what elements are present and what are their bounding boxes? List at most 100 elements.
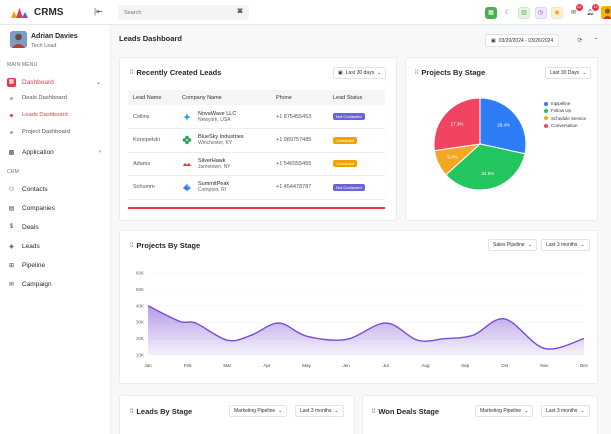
- crms-logo-icon: [10, 7, 29, 19]
- table-row[interactable]: Schumm SummitPeak Compton, RI +1 4544787…: [128, 175, 385, 200]
- legend-item[interactable]: Conversation: [544, 122, 586, 129]
- drag-handle-icon[interactable]: ⁞⁞: [415, 69, 419, 76]
- user-card[interactable]: Adrian Davies Tech Lead: [10, 31, 106, 53]
- alerts-badge: 12: [592, 3, 599, 11]
- header-actions: ▦ ☾ ▥ ◷ ◉ ✉ 14 🔔︎ 12: [485, 3, 611, 19]
- phone: +1 989757485: [271, 128, 328, 153]
- legend-item[interactable]: Follow Up: [544, 107, 586, 114]
- y-tick-label: 60K: [136, 271, 144, 276]
- series-line[interactable]: [147, 305, 585, 350]
- grid-icon[interactable]: ▦: [485, 6, 497, 19]
- sidebar-item-pipeline[interactable]: ⊞ Pipeline: [7, 259, 103, 271]
- recent-leads-filter[interactable]: ▣ Last 30 days ⌄: [333, 67, 387, 79]
- x-tick-label: Jun: [343, 363, 351, 368]
- legend-swatch: [544, 116, 548, 121]
- collapse-up-icon[interactable]: ⌃: [593, 38, 599, 44]
- filter-value: Marketing Pipeline: [234, 408, 276, 414]
- sidebar-item-leads[interactable]: ◈ Leads: [7, 240, 103, 252]
- sidebar-subitem-deals-dashboard[interactable]: Deals Dashboard: [10, 95, 67, 101]
- search-input[interactable]: [124, 8, 224, 17]
- sidebar-item-campaign[interactable]: ✉ Campaign: [7, 278, 103, 290]
- sidebar-item-contacts[interactable]: ⚇ Contacts: [7, 183, 103, 195]
- apps-icon[interactable]: ▥: [518, 6, 530, 19]
- recent-leads-table: Lead Name Company Name Phone Lead Status…: [128, 90, 385, 200]
- application-icon: ▩: [8, 149, 15, 156]
- card-title-text: Projects By Stage: [421, 68, 486, 77]
- status-badge: Contacted: [333, 160, 358, 168]
- brand[interactable]: CRMS: [10, 5, 63, 20]
- drag-handle-icon[interactable]: ⁞⁞: [130, 242, 134, 249]
- pie-slice[interactable]: [445, 143, 526, 191]
- range-filter[interactable]: Last 3 months ⌄: [541, 405, 590, 417]
- sidebar-item-deals[interactable]: $ Deals: [7, 221, 103, 233]
- legend-label: Inpipeline: [551, 101, 571, 107]
- y-tick-label: 10K: [136, 353, 144, 358]
- chevron-down-icon: ⌄: [582, 70, 587, 76]
- company-name: SummitPeak: [198, 181, 230, 188]
- refresh-icon[interactable]: ⟳: [577, 38, 583, 44]
- sidebar-item-dashboard[interactable]: ▦ Dashboard ⌄: [7, 76, 103, 88]
- table-row[interactable]: Adams SilverHawk Jametown, NY +1 5465554…: [128, 152, 385, 176]
- command-key-icon: ⌘: [237, 9, 243, 15]
- sidebar-item-application[interactable]: ▩ Application ›: [7, 146, 103, 158]
- drag-handle-icon[interactable]: ⁞⁞: [372, 408, 376, 415]
- range-filter[interactable]: Last 3 months ⌄: [541, 239, 590, 251]
- drag-handle-icon[interactable]: ⁞⁞: [130, 69, 134, 76]
- legend-swatch: [544, 123, 548, 128]
- sidebar-subitem-project-dashboard[interactable]: Project Dashboard: [10, 129, 70, 135]
- x-tick-label: Jul: [383, 363, 389, 368]
- user-name: Adrian Davies: [31, 33, 78, 40]
- company-name: NovaWave LLC: [198, 110, 237, 117]
- x-tick-label: Oct: [501, 363, 509, 368]
- x-tick-label: Dec: [580, 363, 589, 368]
- table-scroll-indicator[interactable]: [128, 207, 385, 209]
- leads-icon: ◈: [9, 243, 14, 250]
- table-row[interactable]: Collins NovaWave LLC Newyork, USA +1 875…: [128, 105, 385, 129]
- search-box: ⌘: [118, 5, 249, 20]
- chevron-down-icon: ⌄: [278, 408, 283, 414]
- messages-badge: 14: [575, 3, 583, 11]
- x-tick-label: Nov: [540, 363, 549, 368]
- date-range-picker[interactable]: ▣ 03/20/2024 - 03/26/2024: [485, 34, 560, 47]
- chevron-right-icon: ›: [99, 149, 101, 155]
- range-filter[interactable]: Last 3 months ⌄: [295, 405, 344, 417]
- status-cell: Contacted: [328, 128, 385, 153]
- company-cell: SilverHawk Jametown, NY: [177, 152, 271, 176]
- sidebar-item-label: Application: [22, 148, 54, 156]
- company-location: Newyork, USA: [198, 116, 231, 123]
- projects-pie-filter[interactable]: Last 30 Days ⌄: [545, 67, 592, 79]
- table-row[interactable]: Konopelski BlueSky Industries Winchester…: [128, 128, 385, 153]
- header-avatar[interactable]: [600, 6, 611, 19]
- clock-icon[interactable]: ◷: [534, 6, 547, 19]
- status-cell: Contacted: [328, 152, 385, 176]
- drag-handle-icon[interactable]: ⁞⁞: [130, 408, 134, 415]
- campaign-icon: ✉: [8, 281, 15, 288]
- sun-icon[interactable]: ◉: [551, 6, 563, 19]
- pie-slice[interactable]: [479, 97, 527, 155]
- legend-item[interactable]: Inpipeline: [544, 100, 586, 107]
- legend-item[interactable]: Schedule Service: [544, 115, 586, 122]
- filter-value: Last 3 months: [300, 408, 332, 414]
- sidebar-subitem-label: Leads Dashboard: [22, 112, 68, 118]
- marketing-pipeline-filter[interactable]: Marketing Pipeline ⌄: [229, 405, 288, 417]
- pie-slice[interactable]: [433, 97, 481, 152]
- bell-icon[interactable]: 🔔︎ 12: [586, 3, 599, 16]
- marketing-pipeline-filter[interactable]: Marketing Pipeline ⌄: [475, 405, 534, 417]
- sales-pipeline-filter[interactable]: Sales Pipeline ⌄: [488, 239, 537, 251]
- sidebar-collapse-icon[interactable]: |⇤: [94, 7, 103, 16]
- novawave-logo-icon: [182, 112, 192, 122]
- messages-icon[interactable]: ✉ 14: [570, 3, 583, 16]
- moon-icon[interactable]: ☾: [504, 10, 511, 16]
- sidebar-subitem-label: Deals Dashboard: [22, 95, 67, 101]
- recent-leads-title: ⁞⁞ Recently Created Leads: [130, 68, 221, 77]
- chevron-down-icon: ⌄: [580, 242, 585, 248]
- sidebar-subitem-leads-dashboard[interactable]: Leads Dashboard: [10, 112, 68, 118]
- won-deals-title: ⁞⁞ Won Deals Stage: [372, 407, 439, 416]
- sidebar-item-companies[interactable]: ▤ Companies: [7, 202, 103, 214]
- date-range-text: 03/20/2024 - 03/26/2024: [498, 37, 554, 44]
- x-tick-label: May: [302, 363, 311, 368]
- crm-menu-title: CRM: [7, 169, 19, 175]
- pie-data-label: 34.9%: [481, 171, 494, 176]
- bullet-icon: [10, 113, 13, 117]
